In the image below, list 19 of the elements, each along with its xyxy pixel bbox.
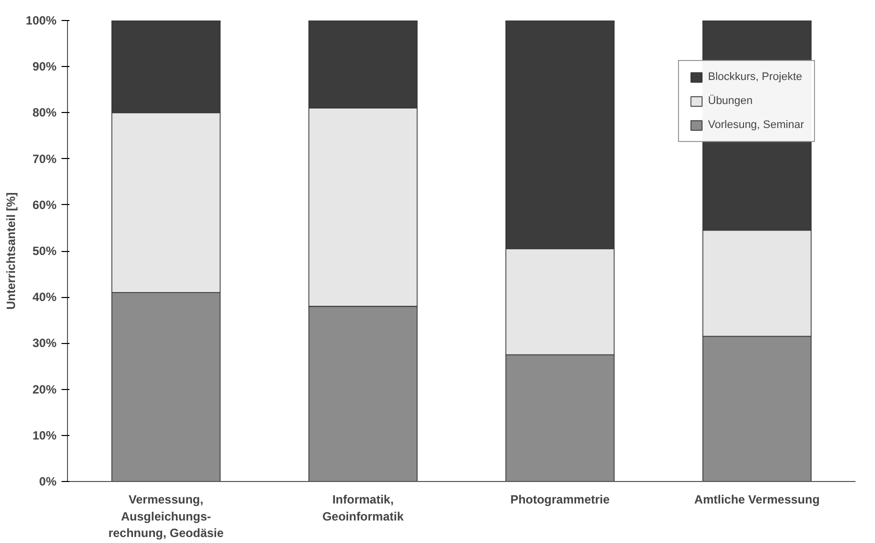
y-tick-label: 0%	[39, 474, 57, 488]
y-tick-label: 30%	[32, 336, 57, 350]
y-tick-label: 90%	[32, 60, 57, 74]
x-tick-label: Amtliche Vermessung	[694, 492, 820, 506]
legend-label: Vorlesung, Seminar	[708, 119, 804, 131]
y-tick-label: 20%	[32, 382, 57, 396]
x-tick-label: Informatik, Geoinformatik	[322, 492, 404, 524]
legend-label: Übungen	[708, 95, 753, 107]
x-tick-label: Vermessung, Ausgleichungs- rechnung, Geodäsie	[108, 492, 224, 540]
y-axis-title: Unterrichtsanteil [%]	[4, 192, 18, 310]
y-tick-label: 80%	[32, 106, 57, 120]
y-tick-label: 100%	[26, 14, 57, 28]
legend-label: Blockkurs, Projekte	[708, 71, 802, 83]
x-tick-label: Photogrammetrie	[510, 492, 610, 506]
y-tick-label: 40%	[32, 290, 57, 304]
y-tick-label: 10%	[32, 428, 57, 442]
y-tick-label: 50%	[32, 244, 57, 258]
y-tick-label: 70%	[32, 152, 57, 166]
y-tick-label: 60%	[32, 198, 57, 212]
